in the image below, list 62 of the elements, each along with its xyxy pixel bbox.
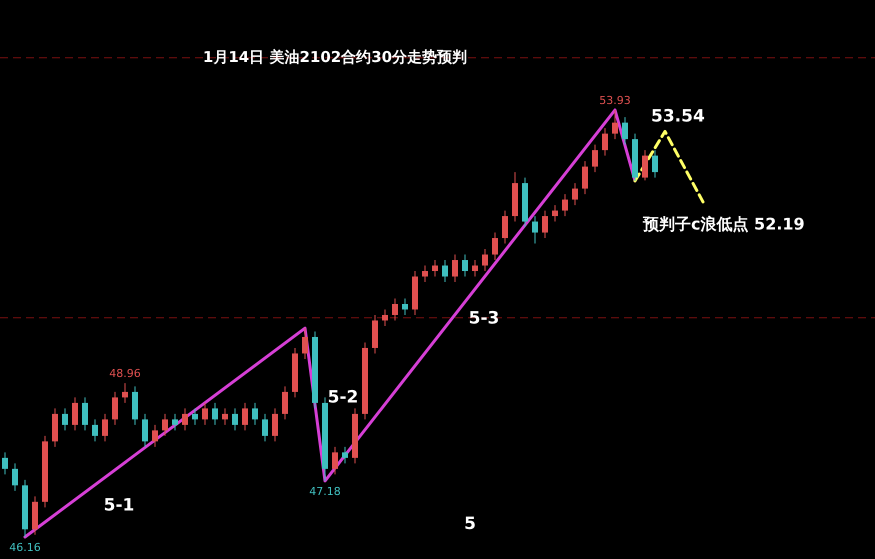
annotation: 5 (464, 514, 476, 534)
candlestick (172, 413, 178, 431)
candlestick (92, 418, 98, 442)
candlestick (142, 413, 148, 448)
candlestick (342, 446, 348, 464)
candlestick (242, 402, 248, 431)
candlestick (482, 248, 488, 272)
candlestick (442, 260, 448, 283)
annotation: 46.16 (9, 541, 41, 554)
candlestick (562, 194, 568, 217)
candlestick (612, 110, 618, 140)
candlestick (192, 408, 198, 426)
candlestick (542, 210, 548, 239)
annotation: 53.93 (599, 94, 631, 107)
candlestick (232, 408, 238, 431)
candlestick (222, 408, 228, 426)
candlestick (392, 298, 398, 321)
candlestick (302, 328, 308, 360)
candlestick (582, 160, 588, 195)
candlestick (602, 128, 608, 156)
candlestick (82, 396, 88, 431)
candlestick (402, 298, 408, 316)
annotation: 5-3 (468, 308, 500, 328)
annotation: 53.54 (651, 106, 705, 126)
candlestick (212, 402, 218, 426)
candlestick (332, 446, 338, 475)
candlestick (162, 413, 168, 436)
candlestick (642, 150, 648, 181)
candlestick (622, 116, 628, 146)
candlestick (112, 391, 118, 426)
candlestick (12, 462, 18, 492)
candlestick (382, 308, 388, 326)
candlestick (182, 408, 188, 431)
candlestick (282, 386, 288, 420)
chart-title: 1月14日 美油2102合约30分走势预判 (202, 48, 468, 66)
candlestick (252, 402, 258, 426)
candlestick (62, 408, 68, 431)
candlestick (122, 382, 128, 404)
annotation: 5-1 (104, 496, 134, 516)
candlestick (572, 182, 578, 206)
candlestick (472, 260, 478, 278)
annotation: 5-2 (328, 388, 358, 408)
candlestick (592, 144, 598, 173)
annotation: 预判子c浪低点 52.19 (642, 214, 805, 234)
candlestick (492, 232, 498, 261)
candlestick (432, 260, 438, 278)
candlestick (272, 408, 278, 442)
candlestick (422, 265, 428, 283)
candlestick (502, 210, 508, 244)
candlestick (552, 204, 558, 222)
candlestick (262, 413, 268, 442)
candlestick (152, 424, 158, 448)
candlestick (102, 413, 108, 442)
annotation: 48.96 (109, 367, 141, 380)
candlestick (652, 150, 658, 178)
annotation: 47.18 (309, 484, 341, 498)
candlestick (2, 452, 8, 475)
candlestick (72, 396, 78, 431)
candlestick (452, 254, 458, 283)
candlestick (202, 402, 208, 426)
candlestick (532, 216, 538, 244)
candlestick (462, 254, 468, 278)
